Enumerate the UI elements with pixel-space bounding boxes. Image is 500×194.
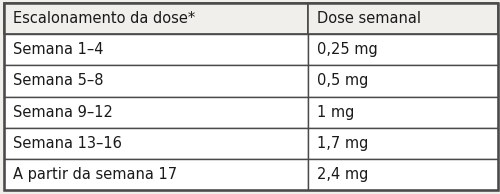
Bar — [4, 3, 308, 34]
Text: 1,7 mg: 1,7 mg — [316, 136, 368, 151]
Text: Escalonamento da dose*: Escalonamento da dose* — [13, 11, 195, 26]
Bar — [308, 34, 498, 65]
Text: 1 mg: 1 mg — [316, 105, 354, 120]
Bar — [4, 97, 308, 128]
Bar — [4, 34, 308, 65]
Bar — [308, 159, 498, 190]
Text: Semana 5–8: Semana 5–8 — [13, 73, 104, 88]
Bar — [4, 65, 308, 97]
Text: Dose semanal: Dose semanal — [316, 11, 420, 26]
Bar — [308, 97, 498, 128]
Bar — [308, 128, 498, 159]
Bar — [4, 159, 308, 190]
Text: Semana 9–12: Semana 9–12 — [13, 105, 113, 120]
Text: 0,25 mg: 0,25 mg — [316, 42, 378, 57]
Bar — [4, 128, 308, 159]
Text: Semana 1–4: Semana 1–4 — [13, 42, 104, 57]
Text: 2,4 mg: 2,4 mg — [316, 167, 368, 182]
Text: 0,5 mg: 0,5 mg — [316, 73, 368, 88]
Text: A partir da semana 17: A partir da semana 17 — [13, 167, 177, 182]
Text: Semana 13–16: Semana 13–16 — [13, 136, 122, 151]
Bar — [308, 3, 498, 34]
Bar — [308, 65, 498, 97]
